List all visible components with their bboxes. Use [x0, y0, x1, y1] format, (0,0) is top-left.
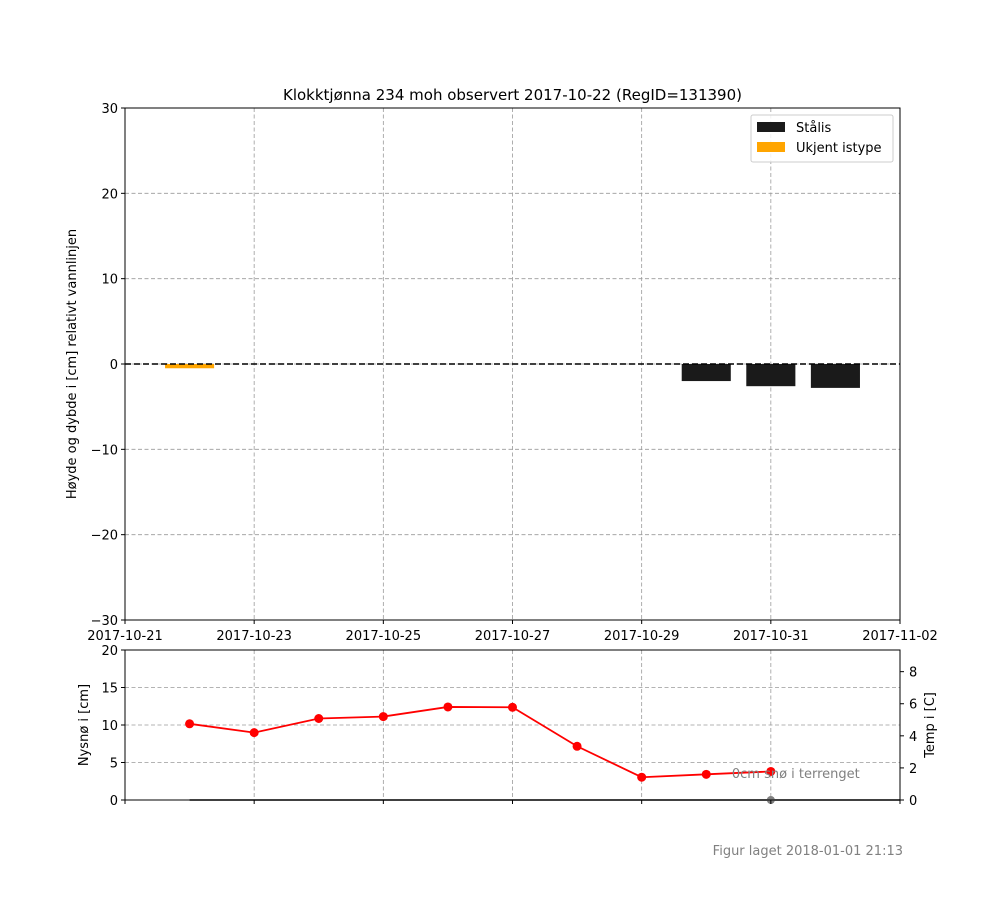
temp-y-axis-label: Temp i [C] — [923, 692, 938, 759]
x-tick-label: 2017-11-02 — [862, 629, 938, 644]
temp-y-tick-label: 2 — [909, 762, 917, 777]
ice-bar — [746, 364, 796, 387]
temp-y-tick-label: 4 — [909, 730, 917, 745]
temp-y-tick-label: 0 — [909, 794, 917, 809]
x-tick-label: 2017-10-31 — [733, 629, 809, 644]
snow-y-axis-label: Nysnø i [cm] — [77, 684, 92, 766]
x-tick-label: 2017-10-27 — [475, 629, 551, 644]
x-tick-label: 2017-10-23 — [216, 629, 292, 644]
legend-swatch-stalis — [757, 122, 785, 132]
legend-label-ukjent-istype: Ukjent istype — [796, 141, 882, 156]
x-tick-label: 2017-10-29 — [604, 629, 680, 644]
temperature-point — [508, 702, 517, 712]
y-tick-label: 10 — [101, 273, 118, 288]
snow-y-tick-label: 0 — [110, 794, 118, 809]
snow-y-tick-label: 10 — [101, 719, 118, 734]
ice-bar — [681, 364, 731, 382]
legend-swatch-ukjent-istype — [757, 142, 785, 152]
ice-bar — [810, 364, 860, 388]
snow-y-tick-label: 15 — [101, 682, 118, 697]
figure-footer: Figur laget 2018-01-01 21:13 — [713, 844, 903, 859]
temperature-point — [637, 772, 647, 782]
temp-y-tick-label: 6 — [909, 698, 917, 713]
y-tick-label: −20 — [91, 529, 118, 544]
top-y-axis-label: Høyde og dybde i [cm] relativt vannlinje… — [65, 229, 80, 499]
temp-y-tick-label: 8 — [909, 666, 917, 681]
legend: Stålis Ukjent istype — [750, 114, 894, 163]
y-tick-label: 20 — [101, 187, 118, 202]
ice-bars — [165, 364, 860, 388]
x-tick-label: 2017-10-21 — [87, 629, 163, 644]
snow-y-tick-label: 20 — [101, 644, 118, 659]
snow-annotation: 0cm snø i terrenget — [732, 767, 860, 782]
temperature-point — [378, 712, 388, 722]
temperature-point — [249, 728, 259, 738]
temperature-point — [185, 719, 195, 729]
ice-bar — [165, 364, 215, 369]
temperature-point — [443, 702, 453, 712]
y-tick-label: −10 — [91, 443, 118, 458]
temperature-point — [701, 769, 711, 779]
chart-title: Klokktjønna 234 moh observert 2017-10-22… — [283, 86, 742, 104]
ice-thickness-chart: 2017-10-21 2017-10-23 2017-10-25 2017-10-27… — [65, 86, 938, 644]
snow-temp-chart: 0 5 10 15 20 0 2 4 6 8 Nysnø i [cm] Temp i [C] 0c… — [77, 644, 938, 809]
y-tick-label: 0 — [110, 358, 118, 373]
x-tick-label: 2017-10-25 — [346, 629, 422, 644]
legend-label-stalis: Stålis — [796, 121, 832, 136]
y-tick-label: 30 — [101, 102, 118, 117]
snow-y-tick-label: 5 — [110, 757, 118, 772]
temperature-line — [189, 706, 771, 779]
temperature-point — [766, 766, 776, 776]
temperature-series — [185, 702, 776, 804]
top-axis-ticks: 2017-10-21 2017-10-23 2017-10-25 2017-10-27… — [87, 102, 938, 644]
legend-box — [750, 114, 894, 163]
y-tick-label: −30 — [91, 614, 118, 629]
temperature-point — [572, 741, 582, 751]
temperature-point — [314, 714, 324, 724]
bottom-axis-ticks: 0 5 10 15 20 0 2 4 6 8 — [101, 644, 917, 809]
